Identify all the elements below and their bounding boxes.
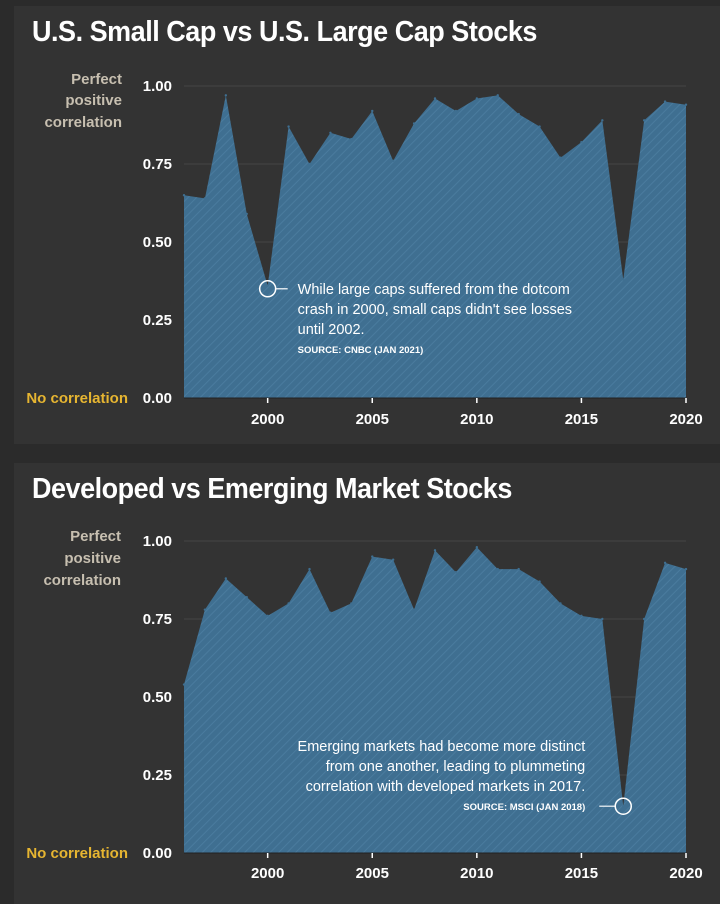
- chart-title: U.S. Small Cap vs U.S. Large Cap Stocks: [32, 16, 537, 48]
- y-tick-label: 0.75: [143, 611, 172, 628]
- y-label-perfect-correlation: correlation: [43, 572, 121, 589]
- data-point: [622, 805, 625, 808]
- annotation-source: SOURCE: MSCI (JAN 2018): [463, 802, 585, 813]
- annotation-text: until 2002.: [298, 322, 365, 338]
- annotation-text: from one another, leading to plummeting: [326, 759, 586, 775]
- x-tick-label: 2010: [460, 411, 493, 428]
- data-point: [496, 567, 499, 571]
- data-point: [412, 608, 416, 611]
- data-point: [433, 97, 437, 100]
- data-point: [245, 212, 248, 216]
- data-point: [203, 197, 207, 200]
- data-point: [433, 549, 437, 552]
- data-point: [580, 614, 583, 618]
- data-point: [663, 561, 667, 565]
- data-point: [538, 580, 541, 583]
- data-point: [475, 546, 479, 549]
- data-point: [224, 577, 228, 580]
- data-point: [391, 159, 395, 163]
- x-tick-label: 2010: [460, 865, 493, 882]
- y-label-no-correlation: No correlation: [26, 390, 128, 407]
- data-point: [580, 140, 583, 144]
- data-point: [266, 284, 269, 287]
- data-point: [308, 162, 311, 166]
- x-tick-label: 2020: [669, 411, 702, 428]
- annotation-text: crash in 2000, small caps didn't see los…: [298, 302, 572, 318]
- data-point: [329, 131, 332, 134]
- data-point: [601, 119, 604, 122]
- y-tick-label: 1.00: [143, 533, 172, 550]
- data-point: [391, 558, 395, 561]
- data-point: [350, 602, 353, 605]
- y-tick-label: 0.75: [143, 156, 172, 173]
- data-point: [517, 567, 520, 571]
- data-point: [559, 602, 562, 605]
- area-chart-developed-vs-emerging: 2000 2005 2010 2015 2020 1.00 0.75 0.50 0.25 0.00…: [26, 528, 702, 882]
- data-point: [642, 617, 646, 621]
- annotation-text: correlation with developed markets in 20…: [306, 779, 586, 795]
- data-point: [475, 97, 479, 100]
- data-point: [642, 119, 646, 122]
- chart-panel-small-vs-large-cap: U.S. Small Cap vs U.S. Large Cap Stocks …: [14, 6, 720, 444]
- y-label-perfect-correlation: positive: [65, 92, 122, 109]
- data-point: [266, 614, 269, 618]
- chart-title: Developed vs Emerging Market Stocks: [32, 473, 512, 505]
- data-point: [538, 125, 541, 128]
- x-tick-label: 2020: [669, 865, 702, 882]
- correlation-area: [184, 547, 686, 853]
- x-tick-label: 2005: [356, 411, 389, 428]
- y-tick-label: 0.00: [143, 845, 172, 862]
- y-label-perfect-correlation: Perfect: [70, 528, 121, 545]
- data-point: [182, 683, 186, 686]
- chart-panel-developed-vs-emerging: Developed vs Emerging Market Stocks 2000…: [14, 463, 720, 904]
- annotation-text: While large caps suffered from the dotco…: [298, 282, 570, 298]
- y-tick-label: 0.25: [143, 767, 172, 784]
- data-point: [245, 595, 248, 599]
- data-point: [496, 94, 499, 97]
- correlation-area: [184, 95, 686, 399]
- data-point: [224, 94, 228, 97]
- area-chart-small-vs-large-cap: 2000 2005 2010 2015 2020 1.00 0.75 0.50 0.25 0.00…: [26, 71, 702, 428]
- data-point: [287, 602, 290, 605]
- annotation-source: SOURCE: CNBC (JAN 2021): [298, 345, 424, 356]
- y-label-no-correlation: No correlation: [26, 845, 128, 862]
- data-point: [287, 125, 290, 128]
- data-point: [182, 194, 186, 197]
- data-point: [203, 608, 207, 611]
- y-tick-label: 0.25: [143, 312, 172, 329]
- x-tick-label: 2000: [251, 411, 284, 428]
- data-point: [371, 555, 374, 558]
- y-tick-label: 1.00: [143, 78, 172, 95]
- data-point: [350, 137, 353, 141]
- data-point: [412, 122, 416, 125]
- data-point: [559, 156, 562, 159]
- data-point: [622, 278, 625, 281]
- data-point: [371, 109, 374, 113]
- y-tick-label: 0.50: [143, 234, 172, 251]
- y-label-perfect-correlation: correlation: [44, 114, 122, 131]
- y-tick-label: 0.50: [143, 689, 172, 706]
- data-point: [517, 112, 520, 116]
- data-point: [329, 611, 332, 614]
- x-tick-label: 2015: [565, 411, 598, 428]
- data-point: [454, 571, 458, 574]
- data-point: [601, 617, 604, 621]
- data-point: [684, 103, 688, 106]
- y-tick-label: 0.00: [143, 390, 172, 407]
- y-label-perfect-correlation: positive: [64, 550, 121, 567]
- data-point: [684, 567, 688, 571]
- x-tick-label: 2015: [565, 865, 598, 882]
- x-tick-label: 2000: [251, 865, 284, 882]
- y-label-perfect-correlation: Perfect: [71, 71, 122, 88]
- data-point: [663, 100, 667, 103]
- data-point: [454, 109, 458, 113]
- data-point: [308, 567, 311, 571]
- annotation-text: Emerging markets had become more distinc…: [298, 739, 586, 755]
- x-tick-label: 2005: [356, 865, 389, 882]
